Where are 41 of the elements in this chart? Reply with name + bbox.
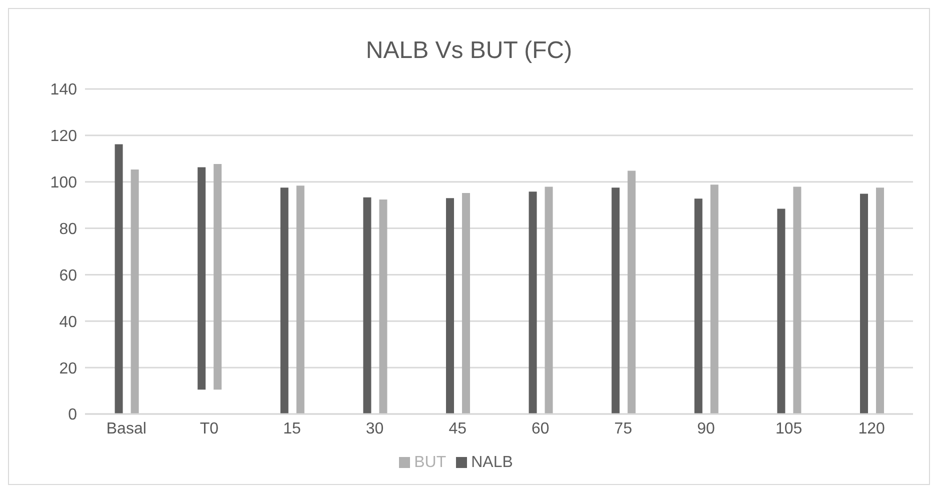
y-tick-label: 100	[50, 174, 78, 192]
y-tick-label: 60	[59, 267, 78, 284]
x-tick-label: 105	[775, 420, 802, 438]
bar	[628, 170, 636, 414]
x-tick-label: T0	[200, 420, 219, 438]
bar	[214, 164, 222, 390]
bar	[710, 184, 718, 414]
bar	[446, 198, 454, 414]
bar	[363, 197, 372, 414]
legend-label: NALB	[471, 454, 513, 471]
legend-label: BUT	[414, 454, 446, 471]
bar	[876, 188, 884, 414]
bar	[544, 186, 553, 414]
bar	[612, 188, 620, 414]
x-tick-label: Basal	[106, 420, 146, 438]
bar	[296, 186, 304, 414]
chart-title: NALB Vs BUT (FC)	[364, 36, 574, 66]
x-tick-label: 90	[697, 420, 715, 438]
bar	[280, 188, 288, 414]
x-tick-label: 15	[283, 420, 301, 438]
x-tick-label: 120	[858, 420, 886, 438]
x-tick-label: 45	[448, 420, 467, 438]
bar	[198, 167, 206, 390]
y-tick-label: 120	[50, 128, 78, 146]
x-tick-label: 30	[366, 420, 384, 438]
bar	[379, 200, 388, 414]
y-tick-label: 0	[68, 406, 78, 424]
bar	[860, 194, 868, 414]
bar	[130, 170, 139, 414]
y-tick-label: 140	[50, 82, 78, 99]
bar	[114, 144, 123, 414]
bar	[777, 208, 786, 414]
bar	[462, 193, 470, 414]
y-tick-label: 40	[59, 314, 78, 331]
y-tick-label: 80	[59, 220, 78, 238]
bar	[528, 192, 537, 414]
y-tick-label: 20	[59, 360, 78, 378]
bar	[694, 198, 702, 414]
x-tick-label: 60	[532, 420, 550, 438]
x-tick-label: 75	[614, 420, 632, 438]
bar	[793, 186, 802, 414]
